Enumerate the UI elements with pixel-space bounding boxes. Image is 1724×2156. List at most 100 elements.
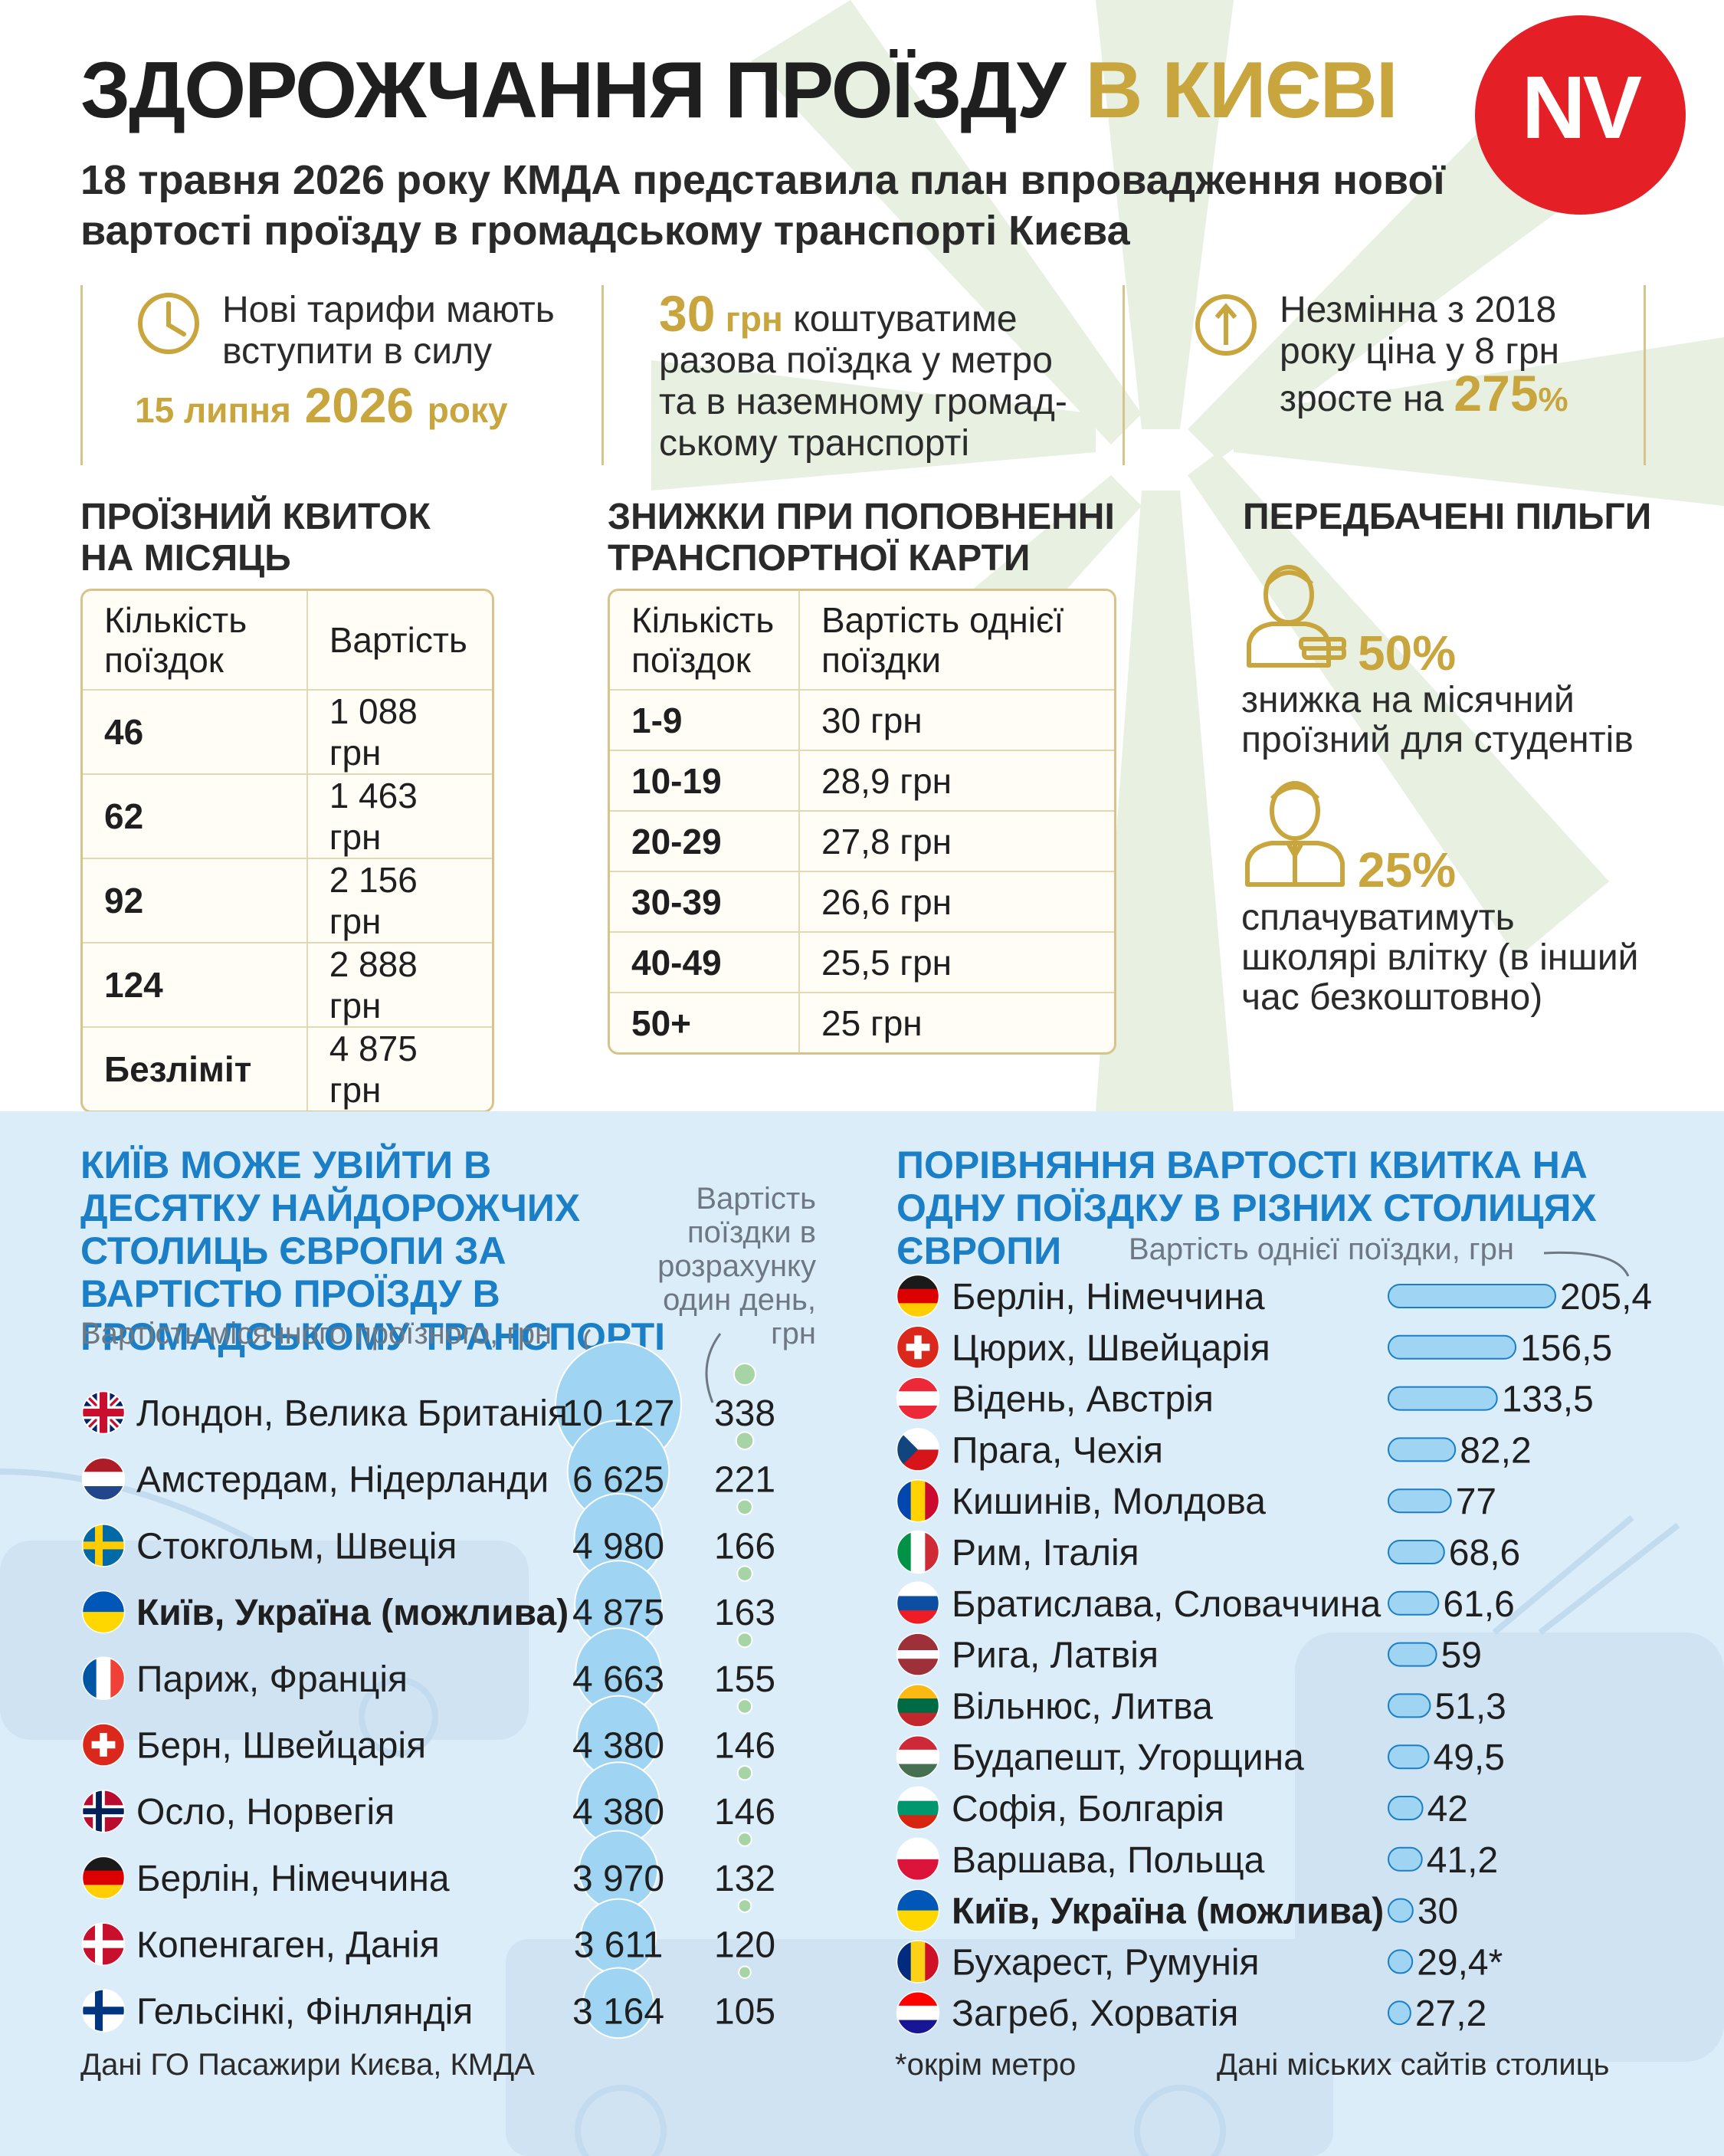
daily-cost-label: 155 bbox=[714, 1659, 775, 1700]
right-chart-svg: Берлін, Німеччина 205,4 Цюрих, Швейцарія 15… bbox=[896, 1274, 1652, 2035]
city-label: Амстердам, Нідерланди bbox=[136, 1460, 549, 1501]
city-label: Берлін, Німеччина bbox=[952, 1277, 1265, 1318]
daily-cost-dot bbox=[736, 1698, 753, 1715]
gb-flag-icon bbox=[81, 1390, 126, 1435]
divider bbox=[1123, 285, 1125, 465]
benefits-heading: ПЕРЕДБАЧЕНІ ПІЛЬГИ bbox=[1243, 497, 1652, 537]
monthly-header-price: Вартість bbox=[306, 591, 492, 691]
discounts-header-price: Вартість однієї поїздки bbox=[798, 591, 1114, 691]
monthly-cost-label: 3 970 bbox=[572, 1859, 664, 1899]
fact-price: 30 грн коштуватиме разова поїздка у метр… bbox=[659, 285, 1067, 464]
price-bar bbox=[1388, 1334, 1517, 1360]
city-label: Гельсінкі, Фінляндія bbox=[136, 1991, 473, 2032]
md-flag-icon bbox=[896, 1478, 940, 1523]
daily-cost-label: 132 bbox=[714, 1859, 775, 1899]
daily-cost-label: 221 bbox=[714, 1460, 775, 1501]
right-chart-source: Дані міських сайтів столиць bbox=[1217, 2048, 1610, 2082]
monthly-header-count: Кількість поїздок bbox=[83, 591, 306, 691]
benefit-student-text: знижка на місячний проїзний для студенті… bbox=[1241, 680, 1634, 760]
city-label: Будапешт, Угорщина bbox=[952, 1738, 1304, 1778]
price-label: 133,5 bbox=[1502, 1380, 1594, 1420]
benefit-school-pct: 25% bbox=[1358, 842, 1457, 898]
daily-cost-label: 338 bbox=[714, 1393, 775, 1434]
left-chart-monthly-label: Вартість місячного проїзного, грн bbox=[80, 1317, 552, 1350]
clock-icon bbox=[136, 291, 201, 359]
city-label: Відень, Австрія bbox=[952, 1380, 1214, 1420]
daily-cost-label: 105 bbox=[714, 1991, 775, 2032]
monthly-cost-label: 4 380 bbox=[572, 1792, 664, 1833]
right-chart-pointer bbox=[1543, 1251, 1630, 1277]
table-row: 46 1 088 грн bbox=[83, 691, 492, 775]
price-bar bbox=[1388, 1488, 1452, 1514]
left-chart-title: КИЇВ МОЖЕ УВІЙТИ В ДЕСЯТКУ НАЙДОРОЖЧИХ С… bbox=[80, 1144, 666, 1358]
city-label: Кишинів, Молдова bbox=[952, 1482, 1266, 1522]
hu-flag-icon bbox=[896, 1734, 940, 1779]
table-row: 50+ 25 грн bbox=[610, 993, 1114, 1052]
price-bar bbox=[1388, 1590, 1440, 1616]
lv-flag-icon bbox=[896, 1633, 940, 1676]
de-flag-icon bbox=[81, 1856, 126, 1900]
city-label: Київ, Україна (можлива) bbox=[136, 1593, 569, 1633]
daily-cost-dot bbox=[733, 1363, 756, 1386]
ch-flag-icon bbox=[81, 1723, 126, 1767]
city-label: Вільнюс, Литва bbox=[952, 1686, 1213, 1727]
comparison-panel: КИЇВ МОЖЕ УВІЙТИ В ДЕСЯТКУ НАЙДОРОЖЧИХ С… bbox=[0, 1111, 1724, 2156]
table-row: 62 1 463 грн bbox=[83, 775, 492, 859]
price-bar bbox=[1388, 1796, 1424, 1820]
monthly-cost-label: 6 625 bbox=[572, 1460, 664, 1501]
ch-flag-icon bbox=[896, 1325, 940, 1370]
price-bar bbox=[1388, 1284, 1556, 1308]
divider bbox=[1644, 285, 1646, 465]
price-bar bbox=[1388, 1540, 1445, 1564]
price-label: 156,5 bbox=[1520, 1328, 1612, 1369]
daily-cost-dot bbox=[737, 1832, 752, 1847]
discounts-heading: ЗНИЖКИ ПРИ ПОПОВНЕННІ ТРАНСПОРТНОЇ КАРТИ bbox=[608, 497, 1115, 579]
price-label: 41,2 bbox=[1427, 1840, 1498, 1881]
price-label: 205,4 bbox=[1560, 1277, 1652, 1318]
price-bar bbox=[1388, 1846, 1423, 1872]
daily-cost-dot bbox=[736, 1498, 753, 1516]
nl-flag-icon bbox=[81, 1457, 126, 1501]
price-bar bbox=[1388, 1642, 1437, 1667]
cz-flag-icon bbox=[896, 1428, 940, 1472]
daily-cost-dot bbox=[736, 1764, 753, 1781]
monthly-cost-label: 3 164 bbox=[572, 1991, 664, 2032]
city-label: Софія, Болгарія bbox=[952, 1789, 1224, 1829]
table-row: 92 2 156 грн bbox=[83, 859, 492, 943]
daily-cost-label: 120 bbox=[714, 1925, 775, 1966]
table-row: Безліміт 4 875 грн bbox=[83, 1028, 492, 1111]
price-label: 51,3 bbox=[1434, 1686, 1506, 1727]
hr-flag-icon bbox=[896, 1990, 940, 2035]
price-label: 68,6 bbox=[1449, 1533, 1520, 1574]
discounts-header-count: Кількість поїздок bbox=[610, 591, 798, 691]
daily-cost-dot bbox=[737, 1898, 752, 1913]
dk-flag-icon bbox=[81, 1922, 126, 1966]
price-bar bbox=[1388, 1693, 1431, 1718]
discounts-table: Кількість поїздок Вартість однієї поїздк… bbox=[608, 589, 1116, 1055]
price-label: 30 bbox=[1418, 1892, 1458, 1932]
at-flag-icon bbox=[896, 1377, 940, 1420]
daily-cost-label: 146 bbox=[714, 1792, 775, 1833]
city-label: Прага, Чехія bbox=[952, 1430, 1163, 1471]
city-label: Рим, Італія bbox=[952, 1533, 1139, 1574]
right-chart-value-label: Вартість однієї поїздки, грн bbox=[1129, 1232, 1514, 1266]
city-label: Париж, Франція bbox=[136, 1659, 408, 1700]
daily-cost-dot bbox=[738, 1965, 752, 1980]
ua-flag-icon bbox=[896, 1889, 940, 1932]
right-chart-note: *окрім метро bbox=[895, 2048, 1077, 2082]
daily-cost-dot bbox=[736, 1565, 753, 1582]
left-chart-daily-label: Вартість поїздки в розрахунку один день,… bbox=[657, 1182, 816, 1350]
left-chart-source: Дані ГО Пасажири Києва, КМДА bbox=[80, 2048, 535, 2082]
arrow-up-icon bbox=[1194, 293, 1258, 361]
fact-increase: Незмінна з 2018 року ціна у 8 грн зросте… bbox=[1280, 290, 1568, 422]
price-label: 59 bbox=[1441, 1636, 1482, 1676]
price-label: 82,2 bbox=[1460, 1430, 1531, 1471]
city-label: Загреб, Хорватія bbox=[952, 1994, 1238, 2034]
monthly-cost-label: 4 663 bbox=[572, 1659, 664, 1700]
fr-flag-icon bbox=[81, 1656, 126, 1701]
page-subtitle: 18 травня 2026 року КМДА представила пла… bbox=[80, 157, 1445, 254]
fi-flag-icon bbox=[81, 1989, 126, 2033]
pl-flag-icon bbox=[896, 1837, 940, 1882]
benefit-student-pct: 50% bbox=[1358, 625, 1457, 681]
table-row: 30-39 26,6 грн bbox=[610, 872, 1114, 933]
